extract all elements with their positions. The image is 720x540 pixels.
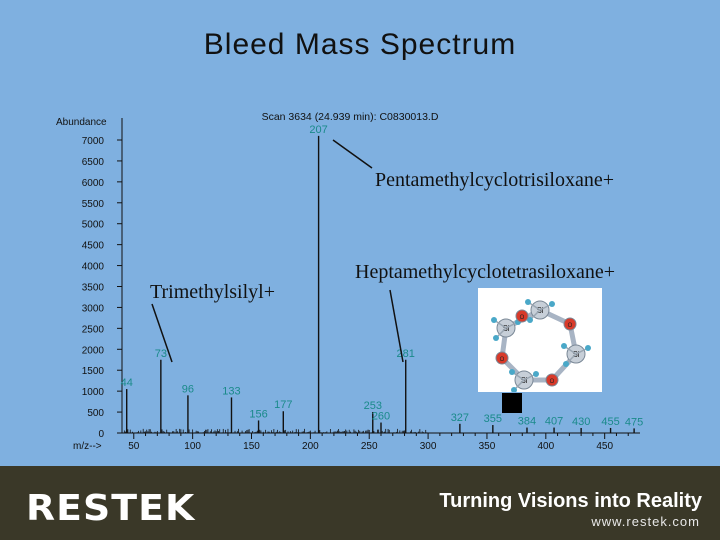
peak-label: 156	[249, 408, 267, 420]
y-tick-label: 5000	[82, 220, 105, 231]
peak-label: 407	[545, 416, 563, 428]
y-tick-label: 6500	[82, 157, 105, 168]
peak-label: 327	[451, 412, 469, 424]
restek-logo: RESTEK	[25, 488, 196, 529]
methyl-group	[491, 317, 497, 323]
y-tick-label: 3000	[82, 303, 105, 314]
oxygen-atom	[563, 317, 577, 331]
methyl-group	[493, 335, 499, 341]
y-tick-label: 3500	[82, 283, 105, 294]
peak-label: 207	[309, 124, 327, 136]
x-tick-label: 250	[361, 441, 378, 452]
slide-title: Bleed Mass Spectrum	[203, 28, 517, 61]
peak-label: 177	[274, 399, 292, 411]
black-square	[502, 393, 522, 413]
y-tick-label: 5500	[82, 199, 105, 210]
x-tick-label: 200	[302, 441, 319, 452]
methyl-group	[525, 299, 531, 305]
peak-label: 133	[222, 385, 240, 397]
peak-annotation: Pentamethylcyclotrisiloxane+	[375, 169, 614, 191]
footer-bar: RESTEK Turning Visions into Reality www.…	[0, 466, 720, 540]
peak-label: 475	[625, 416, 643, 428]
annotation-leader-line	[151, 303, 173, 363]
peak-label: 96	[182, 383, 194, 395]
peak-label: 253	[364, 400, 382, 412]
oxygen-atom	[495, 351, 509, 365]
x-tick-label: 300	[420, 441, 437, 452]
footer-url: www.restek.com	[591, 514, 700, 529]
y-tick-label: 4500	[82, 241, 105, 252]
methyl-group	[527, 317, 533, 323]
x-tick-label: 150	[243, 441, 260, 452]
y-tick-label: 500	[87, 408, 104, 419]
methyl-group	[585, 345, 591, 351]
peak-label: 355	[484, 413, 502, 425]
x-tick-label: 100	[184, 441, 201, 452]
x-tick-label: 400	[537, 441, 554, 452]
x-tick-label: 450	[596, 441, 613, 452]
atom-label: O	[520, 315, 525, 321]
peak-label: 384	[518, 416, 536, 428]
methyl-group	[533, 371, 539, 377]
mass-spectrum-chart: Scan 3634 (24.939 min): C0830013.D Abund…	[56, 111, 643, 452]
annotation-leader-line	[389, 289, 404, 363]
methyl-group	[511, 387, 517, 392]
atom-label: O	[568, 323, 573, 329]
y-tick-label: 6000	[82, 178, 105, 189]
x-tick-label: 350	[479, 441, 496, 452]
oxygen-atom	[545, 373, 559, 387]
peak-label: 430	[572, 416, 590, 428]
x-axis-label: m/z-->	[73, 441, 102, 452]
methyl-group	[509, 369, 515, 375]
atom-label: O	[500, 357, 505, 363]
peak-label: 455	[601, 416, 619, 428]
peak-label: 281	[397, 348, 415, 360]
y-tick-label: 4000	[82, 262, 105, 273]
peak-annotation: Heptamethylcyclotetrasiloxane+	[355, 261, 615, 283]
y-axis-label: Abundance	[56, 117, 107, 128]
methyl-group	[549, 301, 555, 307]
chart-title: Scan 3634 (24.939 min): C0830013.D	[262, 111, 439, 123]
methyl-group	[561, 343, 567, 349]
x-tick-label: 50	[128, 441, 140, 452]
peak-label: 44	[121, 377, 133, 389]
y-tick-label: 7000	[82, 136, 105, 147]
y-tick-label: 2500	[82, 324, 105, 335]
peak-annotation: Trimethylsilyl+	[150, 281, 275, 303]
peak-label: 73	[155, 348, 167, 360]
atom-label: O	[550, 379, 555, 385]
footer-tagline: Turning Visions into Reality	[439, 490, 702, 512]
y-tick-label: 1000	[82, 387, 105, 398]
y-tick-label: 2000	[82, 345, 105, 356]
annotation-leader-line	[332, 139, 373, 169]
oxygen-atom	[515, 309, 529, 323]
siloxane-molecule-illustration: SiOSiOSiOSiO	[478, 288, 602, 392]
methyl-group	[563, 361, 569, 367]
peak-label: 260	[372, 411, 390, 423]
y-tick-label: 0	[98, 429, 104, 440]
y-tick-label: 1500	[82, 366, 105, 377]
